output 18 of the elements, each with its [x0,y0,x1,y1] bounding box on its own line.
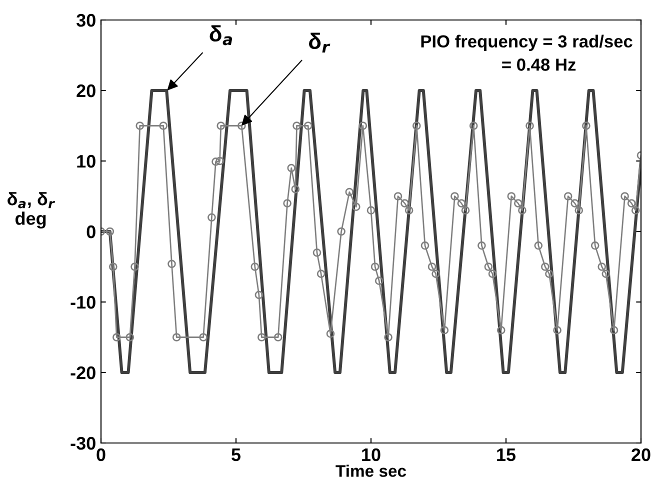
y-tick-label: -10 [70,296,96,309]
y-tick-label: 20 [76,84,96,98]
annotation: δ$_{r}$ [309,32,330,52]
y-tick-label: -30 [70,436,96,450]
x-tick-label: 0 [96,448,106,462]
x-tick-label: 5 [232,448,241,462]
x-axis-title: Time sec [336,464,406,477]
x-tick-label: 10 [362,448,380,462]
y-tick-label: 30 [76,14,96,27]
annotation: = 0.48 Hz [502,58,576,71]
annotation: PIO frequency = 3 rad/sec [421,34,632,51]
x-tick-label: 20 [632,448,650,462]
x-tick-label: 15 [497,448,516,462]
y-tick-label: 0 [86,225,96,238]
y-tick-label: -20 [70,366,96,380]
y-axis-title: δ$_{a}$, δ$_{r}$ deg [8,192,55,229]
annotation: δ$_{a}$ [210,25,232,46]
y-tick-label: 10 [77,154,96,168]
